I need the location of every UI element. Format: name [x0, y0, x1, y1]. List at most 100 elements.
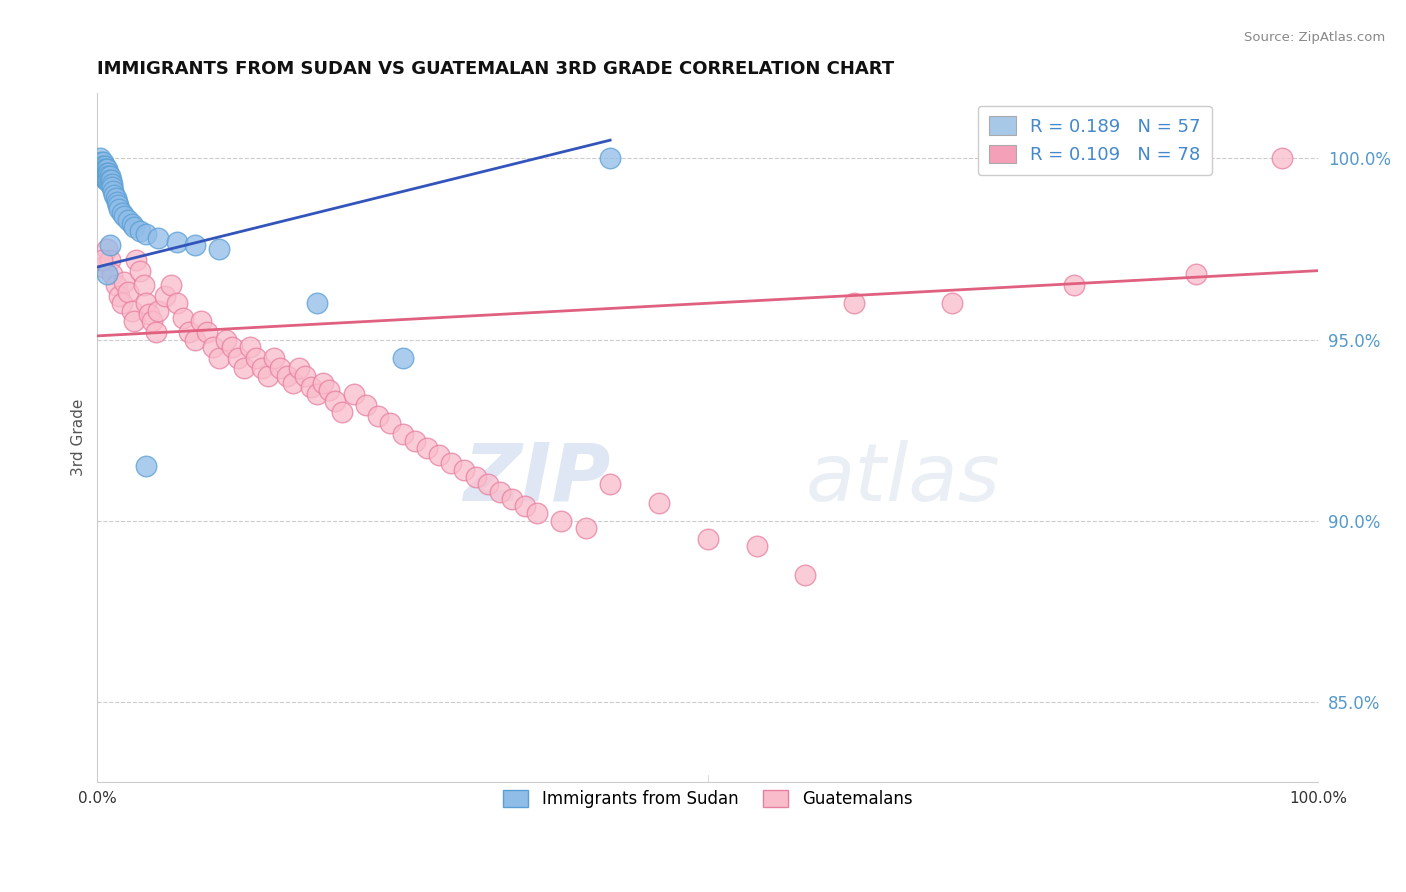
Point [489, 484, 512, 499]
Point [263, 351, 285, 365]
Point [232, 361, 254, 376]
Point [844, 296, 866, 310]
Point [90, 159, 112, 173]
Legend: Immigrants from Sudan, Guatemalans: Immigrants from Sudan, Guatemalans [496, 783, 920, 814]
Point [318, 383, 340, 397]
Text: IMMIGRANTS FROM SUDAN VS GUATEMALAN 3RD GRADE CORRELATION CHART: IMMIGRANTS FROM SUDAN VS GUATEMALAN 3RD … [97, 60, 894, 78]
Point [380, 416, 402, 430]
Point [276, 368, 298, 383]
Point [93, 166, 115, 180]
Point [307, 387, 329, 401]
Point [288, 361, 311, 376]
Point [391, 351, 413, 365]
Point [696, 532, 718, 546]
Point [464, 470, 486, 484]
Point [550, 514, 572, 528]
Point [391, 426, 413, 441]
Point [96, 162, 118, 177]
Point [1271, 151, 1294, 165]
Point [941, 296, 963, 310]
Point [122, 314, 145, 328]
Point [208, 351, 231, 365]
Point [104, 278, 127, 293]
Point [121, 217, 143, 231]
Point [96, 166, 118, 180]
Point [477, 477, 499, 491]
Point [325, 394, 347, 409]
Y-axis label: 3rd Grade: 3rd Grade [72, 399, 86, 476]
Point [112, 209, 135, 223]
Point [307, 296, 329, 310]
Point [122, 220, 145, 235]
Point [121, 303, 143, 318]
Point [312, 376, 335, 390]
Point [599, 477, 621, 491]
Point [91, 162, 114, 177]
Point [294, 368, 316, 383]
Point [108, 202, 131, 216]
Point [94, 173, 117, 187]
Point [98, 252, 121, 267]
Point [135, 227, 157, 242]
Text: Source: ZipAtlas.com: Source: ZipAtlas.com [1244, 31, 1385, 45]
Point [91, 252, 114, 267]
Point [97, 166, 120, 180]
Point [98, 173, 121, 187]
Point [453, 463, 475, 477]
Point [94, 169, 117, 184]
Point [101, 267, 124, 281]
Point [100, 173, 122, 187]
Point [184, 238, 207, 252]
Point [97, 173, 120, 187]
Point [112, 275, 135, 289]
Point [513, 500, 536, 514]
Point [177, 325, 200, 339]
Point [117, 213, 139, 227]
Point [101, 177, 124, 191]
Point [98, 238, 121, 252]
Point [184, 333, 207, 347]
Point [148, 303, 170, 318]
Point [343, 387, 366, 401]
Point [93, 166, 115, 180]
Text: atlas: atlas [806, 440, 1000, 517]
Point [794, 568, 817, 582]
Point [105, 194, 128, 209]
Point [367, 409, 389, 423]
Point [135, 459, 157, 474]
Point [141, 314, 163, 328]
Point [208, 242, 231, 256]
Point [93, 155, 115, 169]
Point [501, 491, 523, 506]
Point [416, 442, 439, 456]
Point [153, 289, 176, 303]
Point [93, 169, 115, 184]
Point [103, 187, 125, 202]
Point [526, 507, 548, 521]
Point [93, 162, 115, 177]
Point [91, 159, 114, 173]
Point [89, 151, 111, 165]
Point [103, 184, 125, 198]
Point [98, 169, 121, 184]
Point [90, 162, 112, 177]
Point [245, 351, 267, 365]
Point [239, 340, 262, 354]
Point [117, 285, 139, 300]
Point [90, 155, 112, 169]
Point [101, 180, 124, 194]
Point [96, 242, 118, 256]
Point [111, 296, 134, 310]
Point [91, 169, 114, 184]
Point [166, 235, 188, 249]
Point [190, 314, 212, 328]
Point [214, 333, 236, 347]
Point [440, 456, 463, 470]
Point [299, 379, 322, 393]
Point [93, 260, 115, 274]
Point [96, 169, 118, 184]
Point [648, 495, 671, 509]
Point [96, 173, 118, 187]
Point [104, 191, 127, 205]
Point [202, 340, 225, 354]
